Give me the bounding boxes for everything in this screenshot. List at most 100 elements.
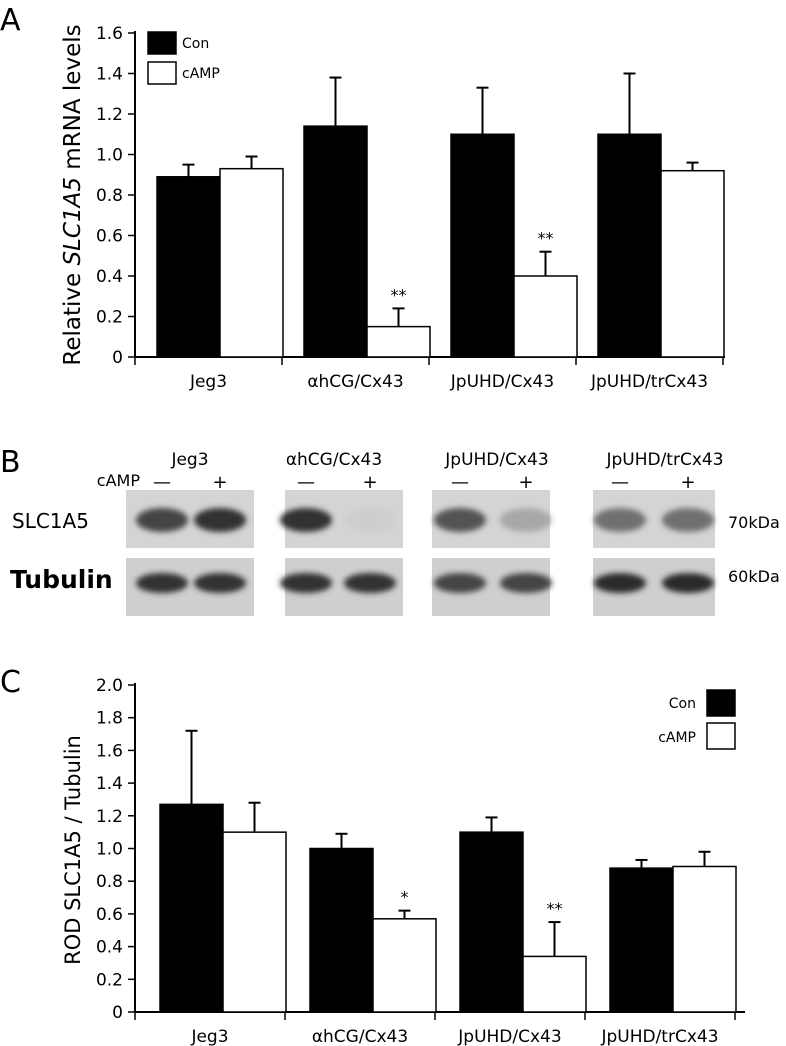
size-marker-70kda: 70kDa xyxy=(728,513,780,532)
y-tick-label: 0.6 xyxy=(96,905,123,925)
bar-con-ahcg-cx43 xyxy=(309,847,374,1013)
band xyxy=(434,573,486,593)
band xyxy=(136,508,188,532)
y-tick-label: 0 xyxy=(112,348,123,368)
band xyxy=(434,508,486,532)
x-category-label: Jeg3 xyxy=(189,372,227,392)
plot-area: 0 0.2 0.4 0.6 0.8 1.0 1.2 1.4 1.6 Jeg3 ** αhCG/Cx43… xyxy=(96,24,725,392)
legend-swatch-con xyxy=(706,689,736,717)
panel-label-a: A xyxy=(0,3,21,38)
x-category-label: JpUHD/trCx43 xyxy=(600,1027,718,1046)
y-tick-label: 0.4 xyxy=(96,267,123,287)
legend-label-camp: cAMP xyxy=(182,66,220,82)
x-category-label: αhCG/Cx43 xyxy=(312,1027,408,1046)
treatment-label: cAMP xyxy=(97,471,141,490)
bar-camp-ahcg-cx43 xyxy=(366,325,431,358)
y-tick-label: 1.4 xyxy=(96,65,123,85)
bar-camp-jpuhd-cx43 xyxy=(513,275,578,358)
bar-con-jpuhd-cx43 xyxy=(450,133,515,358)
lane-sign: + xyxy=(680,472,695,493)
bar-camp-ahcg-cx43 xyxy=(372,918,437,1013)
lane-sign: — xyxy=(297,472,315,493)
y-tick-label: 1.4 xyxy=(96,774,123,794)
y-tick-label: 0.4 xyxy=(96,938,123,958)
y-tick-label: 1.0 xyxy=(96,146,123,166)
row-label-tubulin: Tubulin xyxy=(10,565,113,594)
bar-con-jeg3 xyxy=(156,176,221,358)
y-tick-label: 1.0 xyxy=(96,840,123,860)
y-tick-label: 1.6 xyxy=(96,741,123,761)
band xyxy=(194,573,246,593)
bar-camp-jpuhd-trcx43 xyxy=(660,169,725,358)
x-category-label: Jeg3 xyxy=(190,1027,228,1046)
x-category-label: JpUHD/Cx43 xyxy=(457,1027,561,1046)
y-tick-label: 1.2 xyxy=(96,807,123,827)
lane-sign: + xyxy=(518,472,533,493)
x-category-label: αhCG/Cx43 xyxy=(307,372,403,392)
legend-label-con: Con xyxy=(669,696,696,712)
band xyxy=(500,573,552,593)
y-axis-label-suffix: mRNA levels xyxy=(60,24,86,177)
y-tick-label: 0.6 xyxy=(96,227,123,247)
legend-swatch-camp xyxy=(147,61,177,85)
y-tick-label: 0.2 xyxy=(96,970,123,990)
lane-sign: — xyxy=(611,472,629,493)
bar-con-jpuhd-trcx43 xyxy=(609,867,674,1013)
y-tick-label: 0.2 xyxy=(96,308,123,328)
legend-swatch-camp xyxy=(706,722,736,750)
band xyxy=(344,573,396,593)
panel-label-c: C xyxy=(0,665,21,700)
blot-group-label-jpuhd-cx43: JpUHD/Cx43 xyxy=(444,450,548,470)
band xyxy=(280,508,332,532)
bar-con-jpuhd-cx43 xyxy=(459,831,524,1013)
bar-con-jeg3 xyxy=(159,803,224,1013)
blot-strips xyxy=(126,490,715,616)
bar-camp-jeg3 xyxy=(219,167,284,358)
bar-con-ahcg-cx43 xyxy=(303,125,368,358)
panel-label-b: B xyxy=(0,445,21,480)
significance-marker: ** xyxy=(391,285,407,304)
legend-swatch-con xyxy=(147,31,177,55)
band xyxy=(344,508,396,532)
band xyxy=(662,573,714,593)
legend: Con cAMP xyxy=(658,689,736,750)
lane-signs: — + — + — + — + xyxy=(153,472,696,493)
band xyxy=(594,573,646,593)
panel-b-western-blot: B Jeg3 αhCG/Cx43 JpUHD/Cx43 JpUHD/trCx43… xyxy=(0,445,780,616)
lane-sign: — xyxy=(153,472,171,493)
significance-marker: ** xyxy=(538,229,554,248)
y-axis-label: Relative SLC1A5 mRNA levels xyxy=(60,24,86,365)
band xyxy=(136,573,188,593)
y-axis-label-gene: SLC1A5 xyxy=(60,177,86,265)
band xyxy=(662,508,714,532)
y-tick-label: 1.2 xyxy=(96,105,123,125)
y-axis-label: ROD SLC1A5 / Tubulin xyxy=(61,735,85,965)
legend: Con cAMP xyxy=(147,31,220,85)
legend-label-camp: cAMP xyxy=(658,730,696,746)
bar-camp-jpuhd-cx43 xyxy=(522,955,587,1013)
panel-c-chart: C ROD SLC1A5 / Tubulin 0 0.2 0.4 0.6 0.8 1.0 1… xyxy=(0,665,745,1046)
bar-con-jpuhd-trcx43 xyxy=(597,133,662,358)
row-label-slc1a5: SLC1A5 xyxy=(12,509,89,533)
blot-group-label-jpuhd-trcx43: JpUHD/trCx43 xyxy=(605,450,723,470)
bar-camp-jpuhd-trcx43 xyxy=(672,865,737,1013)
blot-group-label-ahcg-cx43: αhCG/Cx43 xyxy=(286,450,382,470)
x-category-label: JpUHD/trCx43 xyxy=(590,372,708,392)
lane-sign: + xyxy=(212,472,227,493)
bar-camp-jeg3 xyxy=(222,831,287,1013)
size-marker-60kda: 60kDa xyxy=(728,567,780,586)
band xyxy=(594,508,646,532)
band xyxy=(500,508,552,532)
y-tick-label: 0.8 xyxy=(96,872,123,892)
band xyxy=(280,573,332,593)
lane-sign: — xyxy=(451,472,469,493)
lane-sign: + xyxy=(362,472,377,493)
plot-area: 0 0.2 0.4 0.6 0.8 1.0 1.2 1.4 1.6 1.8 2.0 Jeg3 * αhCG… xyxy=(96,676,745,1046)
x-category-label: JpUHD/Cx43 xyxy=(450,372,554,392)
y-axis-label-prefix: Relative xyxy=(60,266,86,366)
significance-marker: * xyxy=(401,888,409,907)
y-tick-label: 0.8 xyxy=(96,186,123,206)
legend-label-con: Con xyxy=(182,36,209,52)
y-tick-label: 1.6 xyxy=(96,24,123,44)
panel-a-chart: A Relative SLC1A5 mRNA levels 0 0.2 0.4 0.6… xyxy=(0,3,725,392)
